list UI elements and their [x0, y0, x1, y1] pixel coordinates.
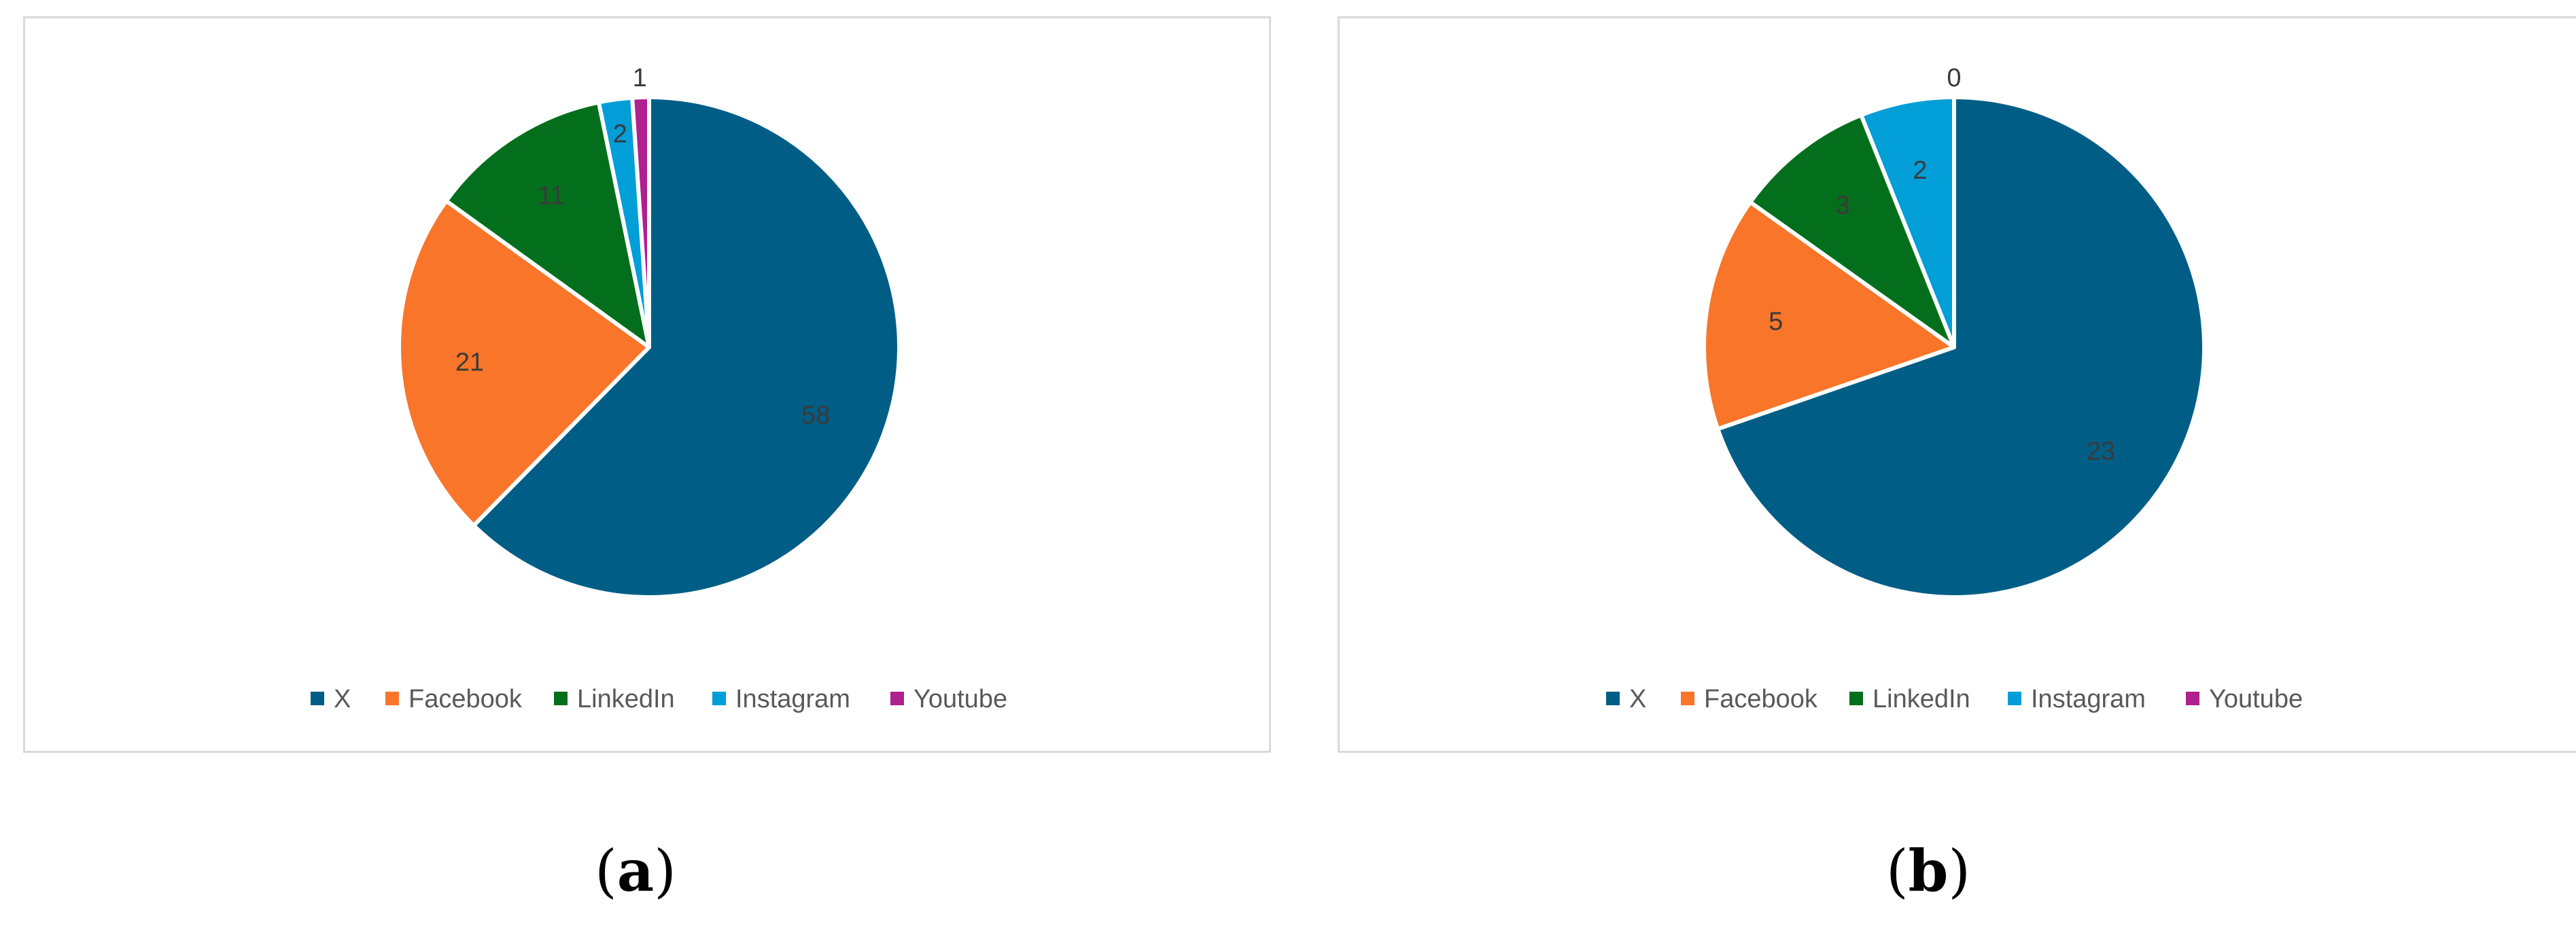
legend-a-swatch-facebook [385, 692, 399, 705]
legend-b-item-instagram: Instagram [2008, 685, 2146, 713]
legend-a-label-youtube: Youtube [913, 685, 1007, 713]
legend-a-item-facebook: Facebook [385, 685, 523, 713]
legend-a-item-youtube: Youtube [890, 685, 1007, 713]
pie-b-data-label-x: 23 [2087, 438, 2115, 466]
pie-b-slice-linkedin [1748, 113, 1956, 349]
pie-a-slice-youtube [630, 95, 651, 349]
legend-b-item-x: X [1606, 685, 1646, 713]
legend-a-label-facebook: Facebook [408, 685, 523, 713]
pie-b-data-label-linkedin: 3 [1836, 192, 1850, 220]
legend-b-swatch-youtube [2186, 692, 2199, 705]
pie-a-data-label-instagram: 2 [613, 120, 627, 148]
pie-a-slices [397, 95, 901, 599]
legend-b-label-instagram: Instagram [2031, 685, 2146, 713]
pie-chart-a: 58 21 11 2 1 X Facebook LinkedIn Instagram Youtub… [23, 16, 1271, 753]
legend-b-swatch-instagram [2008, 692, 2021, 705]
legend-b-swatch-facebook [1681, 692, 1694, 705]
pie-a-slice-x [471, 95, 901, 599]
legend-b-label-linkedin: LinkedIn [1873, 685, 1970, 713]
pie-a-data-label-facebook: 21 [455, 348, 484, 376]
legend-b-swatch-linkedin [1849, 692, 1863, 705]
pie-b-legend: X Facebook LinkedIn Instagram Youtube [1606, 685, 2303, 713]
pie-b-slice-facebook [1702, 200, 1956, 431]
pie-chart-b-svg: 23 5 3 2 0 X Facebook LinkedIn Instagram Youtube [1606, 64, 2303, 713]
legend-a-swatch-instagram [712, 692, 726, 705]
pie-b-data-label-facebook: 5 [1769, 307, 1783, 336]
legend-b-label-x: X [1629, 685, 1646, 713]
pie-a-data-label-x: 58 [801, 401, 830, 429]
pie-b-slices [1702, 95, 2206, 599]
pie-a-slice-linkedin [444, 100, 651, 349]
legend-b-label-youtube: Youtube [2209, 685, 2303, 713]
pie-chart-b: 23 5 3 2 0 X Facebook LinkedIn Instagram Youtube [1338, 16, 2576, 753]
legend-a-label-instagram: Instagram [735, 685, 850, 713]
legend-b-item-youtube: Youtube [2186, 685, 2303, 713]
legend-a-swatch-youtube [890, 692, 904, 705]
legend-b-item-linkedin: LinkedIn [1849, 685, 1970, 713]
pie-b-data-label-instagram: 2 [1913, 156, 1927, 185]
legend-b-item-facebook: Facebook [1681, 685, 1818, 713]
pie-a-legend: X Facebook LinkedIn Instagram Youtube [311, 685, 1007, 713]
legend-a-label-x: X [334, 685, 351, 713]
pie-a-slice-facebook [397, 198, 651, 528]
legend-a-label-linkedin: LinkedIn [577, 685, 675, 713]
pie-b-data-labels: 23 5 3 2 0 [1769, 64, 2115, 466]
caption-b-letter: b [1908, 837, 1949, 904]
legend-b-swatch-x [1606, 692, 1620, 705]
pie-a-data-label-youtube: 1 [633, 64, 647, 92]
pie-a-data-label-linkedin: 11 [538, 182, 564, 211]
legend-a-item-linkedin: LinkedIn [554, 685, 675, 713]
pie-b-slice-instagram [1859, 95, 1956, 349]
legend-a-item-x: X [311, 685, 351, 713]
legend-a-swatch-x [311, 692, 324, 705]
pie-b-data-label-youtube: 0 [1947, 64, 1961, 92]
caption-a-letter: a [616, 837, 655, 904]
legend-a-swatch-linkedin [554, 692, 568, 705]
caption-b: (b) [1885, 837, 1971, 904]
caption-a: (a) [595, 837, 676, 904]
legend-b-label-facebook: Facebook [1704, 685, 1818, 713]
pie-b-slice-x [1716, 95, 2206, 599]
legend-a-item-instagram: Instagram [712, 685, 850, 713]
